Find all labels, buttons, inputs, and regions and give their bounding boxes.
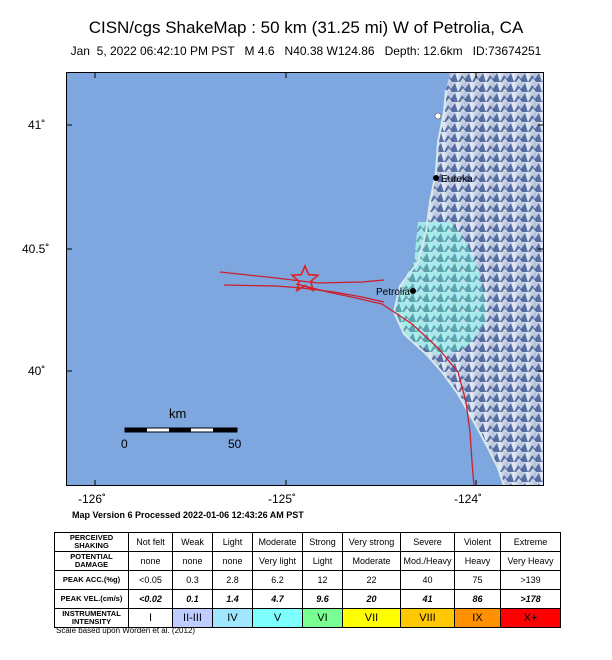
legend-cell: IX [454, 608, 501, 628]
legend-cell: <0.02 [128, 589, 173, 609]
scale-bar-unit: km [169, 406, 187, 421]
map-frame [66, 72, 544, 486]
legend-cell: >139 [500, 570, 561, 590]
legend-cell: 1.4 [212, 589, 253, 609]
perceived-shaking-row: PERCEIVED SHAKING Not felt Weak Light Modera… [54, 532, 561, 552]
lon-label-124: -124˚ [454, 492, 483, 506]
scale-bar-start: 0 [121, 437, 128, 451]
legend-cell: 0.3 [172, 570, 213, 590]
legend-cell: Light [302, 551, 343, 571]
peak-vel-row: PEAK VEL.(cm/s) <0.02 0.1 1.4 4.7 9.6 20 41 86 >1… [54, 589, 561, 609]
legend-cell: none [128, 551, 173, 571]
legend-cell: I [128, 608, 173, 628]
legend-cell: 40 [400, 570, 455, 590]
scale-note: Scale based upon Worden et al. (2012) [56, 626, 196, 635]
place-label-petrolia: Petrolia [376, 287, 410, 298]
legend-cell: Weak [172, 532, 213, 552]
legend-cell: 4.7 [252, 589, 303, 609]
map-title: CISN/cgs ShakeMap : 50 km (31.25 mi) W o… [88, 18, 524, 37]
place-label-eureka: Eureka [441, 174, 473, 185]
legend-cell: Moderate [342, 551, 401, 571]
legend-row-label: INSTRUMENTAL INTENSITY [54, 608, 129, 628]
legend-cell: Severe [400, 532, 455, 552]
legend-cell: 6.2 [252, 570, 303, 590]
legend-row-label: PEAK ACC.(%g) [54, 570, 129, 590]
legend-cell: V [252, 608, 303, 628]
legend-cell: <0.05 [128, 570, 173, 590]
instrumental-intensity-row: INSTRUMENTAL INTENSITY I II-III IV V VI VII VII… [54, 608, 561, 628]
legend-cell: Extreme [500, 532, 561, 552]
legend-cell: none [172, 551, 213, 571]
legend-cell: VII [342, 608, 401, 628]
lake [434, 112, 442, 120]
legend-cell: Very Heavy [500, 551, 561, 571]
version-info: Map Version 6 Processed 2022-01-06 12:43… [72, 510, 304, 520]
event-details: Jan 5, 2022 06:42:10 PM PST M 4.6 N40.38… [70, 44, 542, 58]
legend-cell: >178 [500, 589, 561, 609]
legend-cell: 22 [342, 570, 401, 590]
legend-cell: 75 [454, 570, 501, 590]
intensity-legend-table: PERCEIVED SHAKING Not felt Weak Light Modera… [54, 532, 561, 628]
lon-label-125: -125˚ [268, 492, 297, 506]
legend-cell: 86 [454, 589, 501, 609]
legend-cell: IV [212, 608, 253, 628]
fault-line [295, 283, 475, 486]
scale-bar [124, 427, 238, 433]
intensity-zone [394, 222, 486, 354]
legend-cell: 2.8 [212, 570, 253, 590]
legend-cell: Strong [302, 532, 343, 552]
legend-cell: Light [212, 532, 253, 552]
legend-cell: II-III [172, 608, 213, 628]
shakemap-map[interactable]: Eureka Petrolia [66, 72, 544, 486]
legend-cell: Very strong [342, 532, 401, 552]
legend-cell: none [212, 551, 253, 571]
potential-damage-row: POTENTIAL DAMAGE none none none Very light Li… [54, 551, 561, 571]
legend-cell: 20 [342, 589, 401, 609]
place-marker-petrolia[interactable] [410, 288, 416, 294]
legend-cell: 9.6 [302, 589, 343, 609]
lon-label-126: -126˚ [78, 492, 107, 506]
legend-cell: VI [302, 608, 343, 628]
peak-acc-row: PEAK ACC.(%g) <0.05 0.3 2.8 6.2 12 22 40 75 >139 [54, 570, 561, 590]
legend-cell: Not felt [128, 532, 173, 552]
lat-label-41: 41˚ [28, 118, 46, 132]
legend-cell: Moderate [252, 532, 303, 552]
legend-cell: 12 [302, 570, 343, 590]
lat-label-40-5: 40.5˚ [22, 242, 50, 256]
legend-cell: X+ [500, 608, 561, 628]
legend-cell: Mod./Heavy [400, 551, 455, 571]
lat-label-40: 40˚ [28, 364, 46, 378]
legend-row-label: PEAK VEL.(cm/s) [54, 589, 129, 609]
legend-cell: Heavy [454, 551, 501, 571]
legend-row-label: PERCEIVED SHAKING [54, 532, 129, 552]
place-marker-eureka[interactable] [433, 175, 439, 181]
epicenter-star-icon[interactable] [290, 263, 320, 293]
legend-cell: Very light [252, 551, 303, 571]
legend-row-label: POTENTIAL DAMAGE [54, 551, 129, 571]
scale-bar-end: 50 [228, 437, 242, 451]
fault-line [219, 271, 385, 284]
legend-cell: Violent [454, 532, 501, 552]
legend-cell: 0.1 [172, 589, 213, 609]
legend-cell: VIII [400, 608, 455, 628]
legend-cell: 41 [400, 589, 455, 609]
